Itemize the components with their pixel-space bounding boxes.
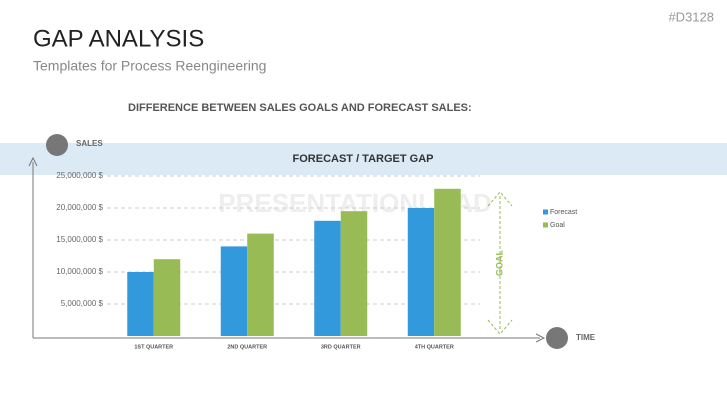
y-tick-label: 15,000,000 $ (56, 235, 103, 244)
bar (127, 272, 154, 336)
y-tick-label: 10,000,000 $ (56, 267, 103, 276)
y-tick-label: 20,000,000 $ (56, 203, 103, 212)
bar (407, 208, 435, 336)
slide-subtitle: Templates for Process Reengineering (33, 58, 266, 74)
slide-code: #D3128 (668, 9, 714, 24)
sales-icon (46, 134, 68, 156)
legend-swatch (543, 222, 548, 228)
legend-label: Goal (550, 222, 565, 229)
slide-title: GAP ANALYSIS (33, 25, 204, 52)
y-axis-label: SALES (76, 139, 103, 148)
x-axis-label: TIME (576, 333, 596, 342)
band (0, 143, 727, 175)
bar (153, 259, 181, 336)
legend-swatch (543, 209, 548, 215)
x-tick-label: 2ND QUARTER (227, 344, 267, 350)
annotation: GOAL (494, 249, 504, 276)
x-tick-label: 1ST QUARTER (134, 344, 173, 350)
x-tick-label: 4TH QUARTER (415, 344, 454, 350)
chart-subtitle: FORECAST / TARGET GAP (293, 153, 434, 165)
x-arrow (535, 333, 546, 343)
bar (220, 246, 248, 336)
y-arrow (28, 156, 38, 167)
y-tick-label: 5,000,000 $ (61, 299, 104, 308)
bar (434, 188, 461, 336)
legend-label: Forecast (550, 209, 577, 216)
x-tick-label: 3RD QUARTER (321, 344, 361, 350)
bar (314, 220, 341, 336)
chart-title: DIFFERENCE BETWEEN SALES GOALS AND FOREC… (128, 102, 472, 114)
bar (247, 233, 274, 336)
goal-arrowheads (487, 191, 513, 335)
time-icon (546, 327, 568, 349)
y-tick-label: 25,000,000 $ (56, 171, 103, 180)
bar (340, 211, 368, 336)
